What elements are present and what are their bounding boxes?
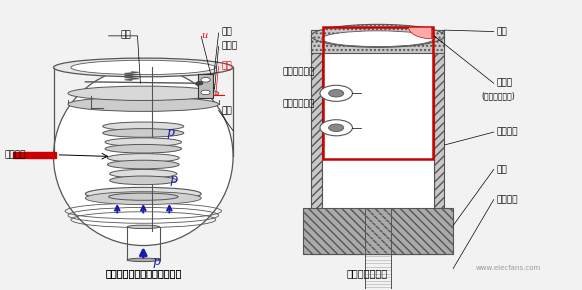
Text: (谐振敏感元件): (谐振敏感元件) (481, 92, 514, 101)
Ellipse shape (71, 60, 216, 75)
Bar (311, 36, 445, 53)
Wedge shape (409, 27, 432, 39)
Text: p: p (169, 173, 178, 186)
Ellipse shape (68, 97, 219, 111)
Text: 引线: 引线 (222, 61, 232, 70)
Circle shape (201, 90, 210, 95)
Ellipse shape (127, 225, 159, 229)
Bar (311, 30, 322, 254)
Text: 基座: 基座 (496, 165, 508, 174)
Text: 电磁激励线圈: 电磁激励线圈 (282, 67, 314, 76)
Text: p: p (152, 255, 160, 268)
Circle shape (320, 85, 352, 101)
Circle shape (329, 90, 344, 97)
Ellipse shape (103, 122, 184, 130)
Ellipse shape (86, 192, 201, 205)
Circle shape (201, 77, 210, 82)
Ellipse shape (322, 31, 434, 47)
Text: 圆柱壳: 圆柱壳 (496, 79, 513, 88)
Bar (322, 30, 434, 254)
Text: 壳体: 壳体 (222, 106, 232, 115)
Text: 压力入口: 压力入口 (496, 195, 518, 204)
Text: 弹簧: 弹簧 (120, 30, 131, 39)
Circle shape (320, 120, 352, 136)
Ellipse shape (108, 154, 179, 162)
Ellipse shape (109, 176, 177, 185)
Text: 电刷: 电刷 (222, 27, 232, 36)
Text: 电位器: 电位器 (222, 41, 237, 50)
Bar (323, 27, 433, 160)
Text: 真空膜盒: 真空膜盒 (4, 151, 26, 160)
Ellipse shape (127, 258, 159, 262)
Ellipse shape (311, 24, 445, 47)
Text: 电位器式真空膜盒压力传感器: 电位器式真空膜盒压力传感器 (105, 268, 182, 278)
Bar (13, 152, 56, 158)
Ellipse shape (109, 193, 178, 200)
Ellipse shape (54, 68, 233, 246)
Text: 谐振筒式压力传: 谐振筒式压力传 (346, 268, 387, 278)
Text: 电位器式真空膜盒压力传感器: 电位器式真空膜盒压力传感器 (105, 268, 182, 278)
Text: u: u (201, 31, 207, 40)
Text: 外壳: 外壳 (496, 27, 508, 36)
Circle shape (196, 81, 203, 85)
Ellipse shape (105, 144, 182, 153)
Bar (198, 74, 213, 98)
Text: p: p (166, 126, 175, 139)
Ellipse shape (54, 58, 233, 77)
Bar (303, 208, 453, 254)
Text: www.elecfans.com: www.elecfans.com (475, 265, 541, 271)
Circle shape (329, 124, 344, 131)
Ellipse shape (105, 138, 182, 146)
Text: 支撑骨架: 支撑骨架 (496, 128, 518, 137)
Bar (434, 30, 445, 254)
Ellipse shape (109, 169, 177, 178)
Text: 电磁检测线圈: 电磁检测线圈 (282, 99, 314, 108)
Ellipse shape (103, 129, 184, 137)
Ellipse shape (86, 187, 201, 200)
Ellipse shape (108, 160, 179, 169)
Ellipse shape (68, 86, 219, 100)
